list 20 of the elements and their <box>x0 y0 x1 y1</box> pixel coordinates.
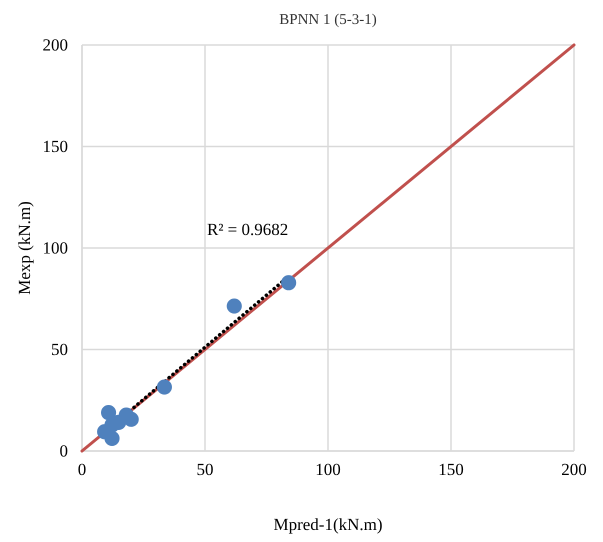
y-tick-label: 50 <box>51 340 68 359</box>
x-tick-label: 150 <box>438 460 464 480</box>
point <box>101 405 116 420</box>
x-tick-label: 100 <box>315 460 341 480</box>
y-axis-title: Mexp (kN.m) <box>15 201 34 295</box>
chart-title: BPNN 1 (5-3-1) <box>279 12 377 28</box>
point <box>104 430 120 446</box>
y-tick-label: 200 <box>42 35 68 54</box>
point <box>226 298 242 314</box>
point <box>104 417 120 433</box>
y-tick-label: 150 <box>42 136 68 156</box>
x-tick-label: 0 <box>78 460 86 480</box>
annotation: R² = 0.9682 <box>207 220 288 239</box>
x-axis-title: Mpred-1(kN.m) <box>273 515 383 534</box>
point <box>156 380 172 395</box>
y-tick-label: 100 <box>42 238 68 258</box>
x-tick-label: 200 <box>561 460 587 480</box>
x-tick-label: 50 <box>196 460 214 480</box>
y-tick-label: 0 <box>60 441 68 460</box>
point <box>281 275 296 290</box>
